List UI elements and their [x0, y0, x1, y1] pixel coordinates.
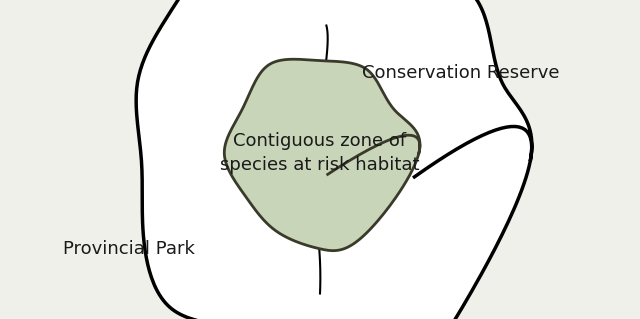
- Text: Contiguous zone of
species at risk habitat: Contiguous zone of species at risk habit…: [220, 132, 420, 174]
- Text: Conservation Reserve: Conservation Reserve: [362, 64, 559, 82]
- Polygon shape: [224, 59, 420, 251]
- Polygon shape: [136, 0, 532, 319]
- Text: Provincial Park: Provincial Park: [63, 240, 195, 258]
